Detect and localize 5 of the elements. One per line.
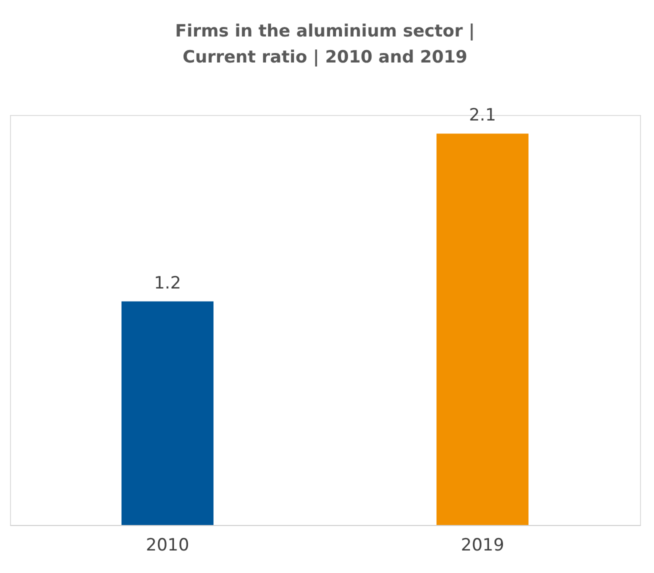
x-tick-label: 2019 [460,536,504,556]
chart-title: Firms in the aluminium sector | Current ratio | 2010 and 2019 [175,22,475,68]
data-label: 1.2 [154,273,182,294]
data-label: 2.1 [468,106,496,126]
x-tick-label: 2010 [146,536,190,556]
